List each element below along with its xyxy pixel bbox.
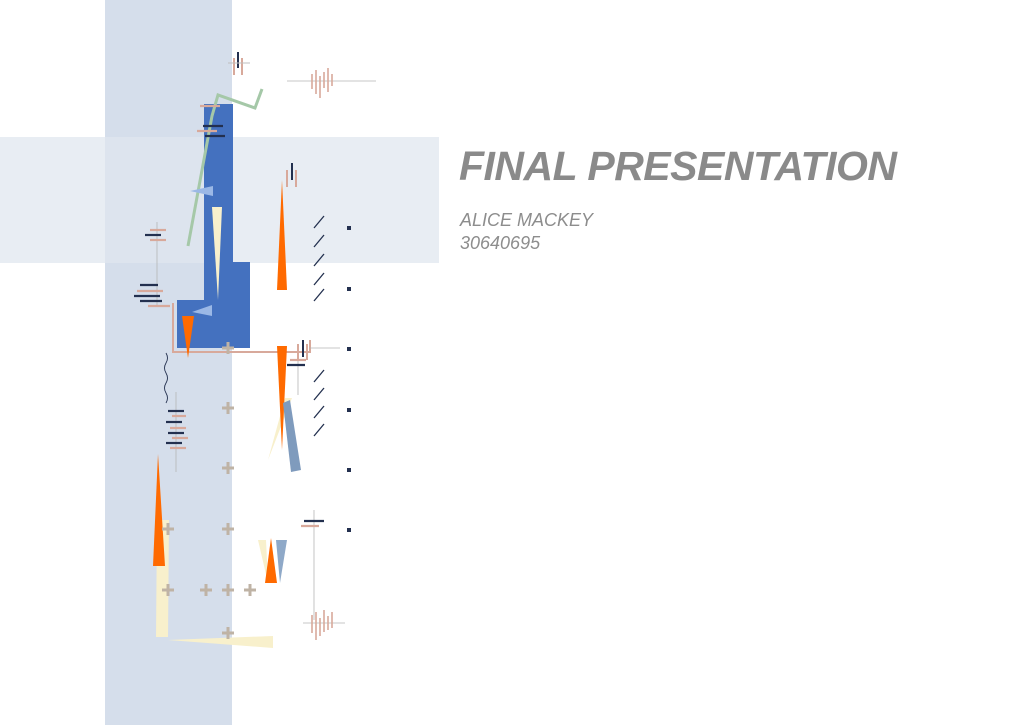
orange-wedge — [265, 538, 277, 583]
light-blue-arrow — [190, 186, 213, 196]
tick-cluster — [311, 68, 333, 640]
orange-wedge — [182, 316, 194, 358]
cream-wedge — [258, 540, 268, 583]
diagonal-strokes — [313, 215, 325, 437]
cream-wedge — [168, 636, 273, 648]
author-name: ALICE MACKEY — [460, 210, 594, 230]
orange-wedge — [153, 454, 165, 566]
marker-ticks — [228, 52, 308, 360]
dot-column — [347, 226, 351, 532]
author-block: ALICE MACKEY 30640695 — [460, 209, 593, 255]
squiggle-line — [164, 352, 168, 404]
light-blue-arrow — [192, 305, 212, 316]
slide-title: FINAL PRESENTATION — [459, 143, 897, 189]
steel-blue-wedge — [283, 400, 301, 472]
dash-stacks — [134, 104, 324, 528]
salmon-frame — [172, 303, 311, 353]
plus-marks — [162, 342, 256, 639]
steel-blue-wedge — [276, 540, 287, 583]
green-zigzag — [186, 88, 264, 247]
orange-wedge — [277, 346, 287, 450]
cream-wedge — [212, 207, 222, 300]
student-id: 30640695 — [460, 233, 541, 253]
orange-wedge — [277, 180, 287, 290]
